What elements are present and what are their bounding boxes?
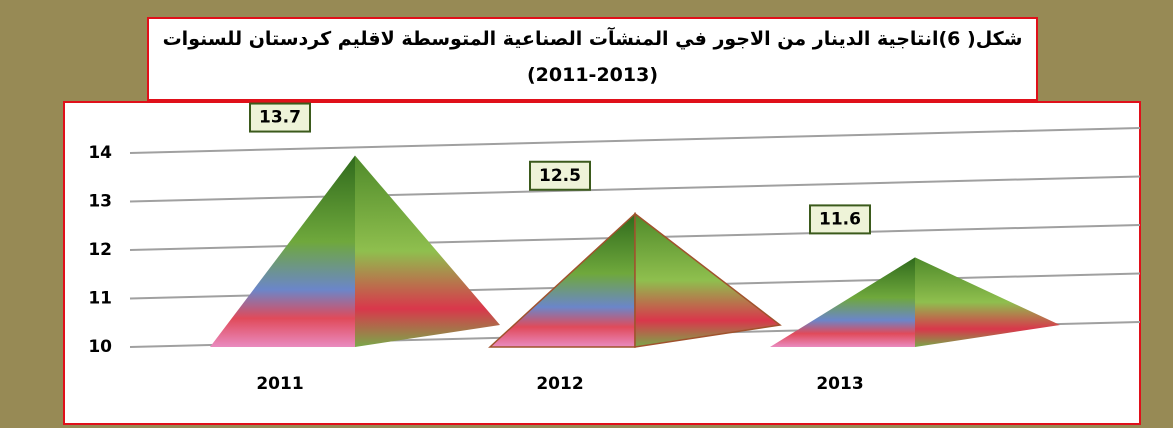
x-tick-label: 2013 xyxy=(816,374,863,394)
grid-line xyxy=(129,175,1141,203)
pyramid xyxy=(210,155,500,347)
pyramid xyxy=(770,257,1060,347)
grid-line xyxy=(129,127,1141,154)
pyramid-face xyxy=(915,257,1060,347)
y-tick-label: 14 xyxy=(88,143,112,163)
value-label: 13.7 xyxy=(259,108,301,128)
pyramid-face xyxy=(770,257,915,347)
value-label-box xyxy=(809,204,871,235)
pyramid-face xyxy=(634,212,782,348)
chart-title: شكل( 6)انتاجية الدينار من الاجور في المن… xyxy=(147,17,1038,101)
y-tick-label: 13 xyxy=(88,192,112,212)
value-label-box xyxy=(249,102,311,133)
x-tick-label: 2011 xyxy=(256,374,303,394)
pyramid xyxy=(488,212,782,348)
y-tick-label: 10 xyxy=(88,337,112,357)
y-tick-label: 12 xyxy=(88,240,112,260)
value-label: 12.5 xyxy=(539,166,581,186)
value-label: 11.6 xyxy=(819,209,861,229)
pyramid-face xyxy=(355,155,500,347)
y-tick-label: 11 xyxy=(88,289,112,309)
x-tick-label: 2012 xyxy=(536,374,583,394)
value-label-box xyxy=(529,160,591,191)
pyramid-face xyxy=(210,155,355,347)
